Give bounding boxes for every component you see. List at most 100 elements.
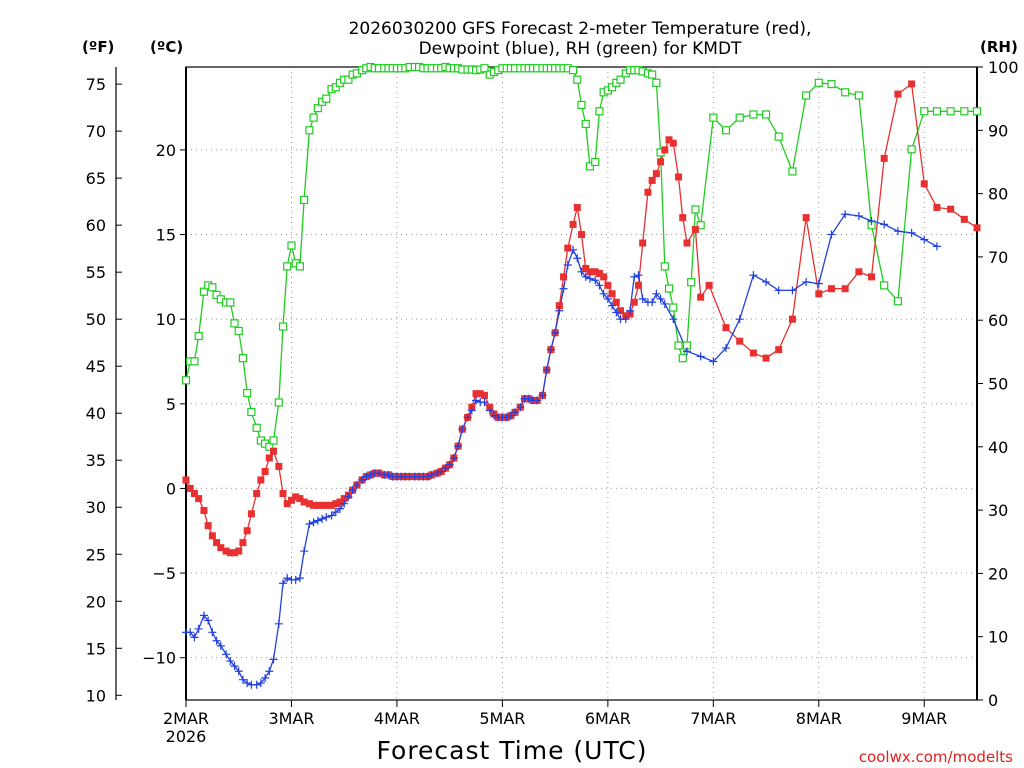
rh-tick-label: 0 xyxy=(988,691,998,710)
temperature-point xyxy=(815,290,823,298)
rh-point xyxy=(735,113,744,122)
rh-point xyxy=(199,287,209,296)
temperature-point xyxy=(208,532,216,540)
x-tick-label: 7MAR xyxy=(690,709,736,728)
rh-point xyxy=(234,326,243,336)
rh-point xyxy=(238,354,248,363)
dewpoint-point xyxy=(762,277,771,286)
temperature-point xyxy=(253,490,261,498)
temperature-point xyxy=(683,239,691,247)
rh-point xyxy=(678,354,687,363)
dewpoint-point xyxy=(551,328,560,337)
rh-point xyxy=(932,107,942,116)
rh-point xyxy=(181,376,191,385)
temperature-point xyxy=(270,447,278,455)
temperature-point xyxy=(582,264,590,272)
temperature-point xyxy=(217,544,225,552)
dewpoint-point xyxy=(542,365,551,374)
dewpoint-point xyxy=(893,227,902,236)
dewpoint-point xyxy=(212,636,221,645)
rh-point xyxy=(788,167,797,176)
dewpoint-point xyxy=(190,633,199,642)
dewpoint-point xyxy=(305,519,314,528)
dewpoint-point xyxy=(841,210,850,219)
temperature-point xyxy=(604,281,612,289)
temperature-point xyxy=(569,220,577,228)
temperature-point xyxy=(600,273,608,281)
rh-tick-label: 70 xyxy=(988,248,1008,267)
dewpoint-point xyxy=(669,315,678,324)
fahrenheit-tick-label: 20 xyxy=(86,592,106,611)
dewpoint-point xyxy=(358,475,367,484)
credit-link[interactable]: coolwx.com/modelts xyxy=(859,748,1013,766)
temperature-point xyxy=(634,281,642,289)
rh-point xyxy=(305,126,314,135)
dewpoint-point xyxy=(827,230,836,239)
temperature-point xyxy=(578,231,585,239)
plot-frame xyxy=(185,66,978,701)
temperature-point xyxy=(265,454,273,462)
dewpoint-point xyxy=(506,411,515,420)
temperature-point xyxy=(933,203,941,211)
temperature-point xyxy=(261,468,269,476)
rh-tick-label: 10 xyxy=(988,628,1008,647)
temperature-point xyxy=(287,496,295,504)
rh-tick-label: 40 xyxy=(988,438,1008,457)
dewpoint-point xyxy=(480,398,489,407)
temperature-point xyxy=(182,476,190,484)
temperature-point xyxy=(947,205,955,213)
temperature-point xyxy=(669,139,677,147)
temperature-point xyxy=(639,239,647,247)
dewpoint-point xyxy=(585,274,594,283)
temperature-point xyxy=(722,324,730,332)
rh-tick-label: 30 xyxy=(988,501,1008,520)
dewpoint-point xyxy=(626,306,635,315)
temperature-point xyxy=(336,498,344,506)
rh-point xyxy=(313,104,322,113)
celsius-tick-label: −10 xyxy=(142,649,176,668)
temperature-point xyxy=(235,547,243,555)
temperature-point xyxy=(222,547,230,555)
rh-point xyxy=(247,407,256,417)
rh-point xyxy=(194,331,203,341)
temperature-point xyxy=(190,490,198,498)
rh-point xyxy=(907,145,916,154)
temperature-point xyxy=(300,498,308,506)
dewpoint-point xyxy=(595,281,604,290)
dewpoint-point xyxy=(327,511,336,520)
dewpoint-point xyxy=(295,574,304,583)
dewpoint-point xyxy=(814,279,823,288)
rh-point xyxy=(283,262,292,271)
plot-area xyxy=(181,62,982,689)
dewpoint-point xyxy=(472,396,481,405)
dewpoint-point xyxy=(362,472,371,481)
temperature-point xyxy=(332,500,340,508)
dewpoint-point xyxy=(516,403,525,412)
temperature-point xyxy=(204,522,212,530)
temperature-point xyxy=(762,354,770,362)
dewpoint-point xyxy=(463,413,472,422)
fahrenheit-tick-label: 35 xyxy=(86,451,106,470)
temperature-point xyxy=(827,285,835,293)
temperature-point xyxy=(472,390,480,398)
temperature-point xyxy=(591,268,599,276)
dewpoint-point xyxy=(279,579,288,588)
rh-point xyxy=(802,91,811,100)
rh-tick-label: 80 xyxy=(988,185,1008,204)
rh-point xyxy=(581,119,590,129)
dewpoint-point xyxy=(577,267,586,276)
temperature-point xyxy=(749,349,757,357)
rh-point xyxy=(669,303,678,312)
x-tick-label: 5MAR xyxy=(479,709,525,728)
temperature-point xyxy=(213,539,221,547)
dewpoint-point xyxy=(335,504,344,513)
temperature-point xyxy=(595,269,603,277)
rh-tick-label: 20 xyxy=(988,564,1008,583)
dewpoint-point xyxy=(313,516,322,525)
rh-point xyxy=(774,132,783,141)
dewpoint-point xyxy=(234,667,243,676)
dewpoint-point xyxy=(599,289,608,298)
temperature-point xyxy=(328,501,336,509)
dewpoint-point xyxy=(348,486,357,495)
temperature-point xyxy=(257,476,265,484)
